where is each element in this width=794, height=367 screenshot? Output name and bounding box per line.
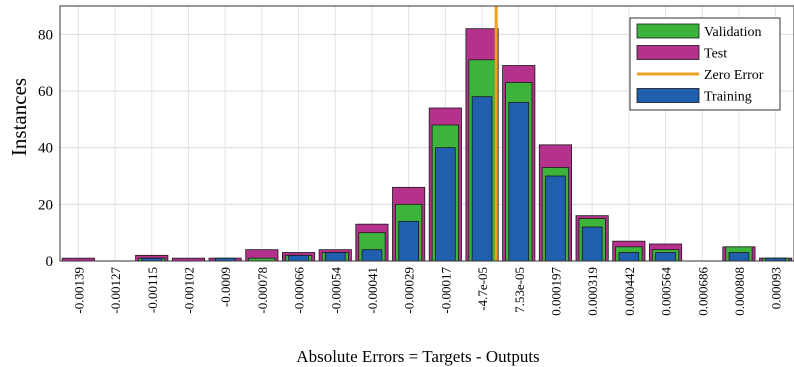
training-bar — [618, 252, 640, 262]
x-tick-label: 0.00093 — [769, 267, 784, 309]
x-tick-label: -0.00017 — [438, 267, 453, 314]
bars — [61, 28, 793, 262]
x-tick-label: 7.53e-05 — [512, 267, 527, 313]
x-tick-label: -4.7e-05 — [475, 267, 490, 311]
y-tick-label: 20 — [38, 197, 53, 213]
training-bar — [288, 254, 309, 262]
x-tick-label: -0.00066 — [292, 267, 307, 314]
x-tick-label: 0.000808 — [732, 267, 747, 316]
training-bar — [655, 252, 676, 262]
y-tick-label: 60 — [38, 84, 53, 100]
x-tick-label: 0.000319 — [585, 267, 600, 316]
training-bar — [508, 101, 530, 262]
training-bar — [545, 175, 566, 262]
legend-label-validation: Validation — [704, 25, 762, 40]
legend-swatch-test — [636, 45, 700, 60]
x-tick-label: 0.000686 — [695, 267, 710, 316]
x-tick-label: -0.00078 — [255, 267, 270, 314]
x-tick-label: -0.00029 — [402, 267, 417, 314]
legend-label-test: Test — [704, 47, 727, 62]
training-bar — [398, 220, 419, 262]
x-tick-label: -0.00139 — [71, 267, 86, 314]
x-tick-label: -0.00127 — [108, 267, 123, 314]
x-tick-label: -0.00054 — [328, 267, 343, 314]
legend-swatch-training — [636, 88, 700, 103]
legend: Validation Test Zero Error Training — [629, 17, 781, 111]
y-tick-label: 40 — [38, 141, 53, 157]
x-tick-label: -0.00041 — [365, 267, 380, 314]
training-bar — [728, 252, 750, 262]
x-tick-label: -0.00102 — [181, 267, 196, 314]
training-bar — [324, 252, 346, 262]
training-bar — [581, 226, 603, 262]
x-axis-label: Absolute Errors = Targets - Outputs — [296, 347, 539, 366]
x-tick-label: -0.0009 — [218, 267, 233, 307]
x-tick-label: 0.000564 — [659, 267, 674, 316]
x-tick-label: 0.000197 — [548, 267, 563, 316]
training-bar — [361, 249, 383, 262]
x-tick-label: -0.00115 — [145, 267, 160, 313]
y-tick-label: 0 — [46, 254, 54, 270]
y-axis-label: Instances — [7, 78, 31, 156]
legend-swatch-validation — [636, 23, 700, 39]
legend-label-zero-error: Zero Error — [704, 68, 764, 83]
y-tick-label: 80 — [38, 27, 53, 43]
plot-frame — [59, 5, 794, 262]
x-tick-label: 0.000442 — [622, 267, 637, 316]
x-tick-labels: -0.00139 -0.00127 -0.00115 -0.00102 -0.0009 -… — [71, 267, 783, 316]
training-bar — [471, 96, 493, 262]
y-tick-labels: 0 20 40 60 80 — [38, 27, 53, 270]
training-bar — [435, 147, 456, 262]
legend-label-training: Training — [704, 90, 752, 105]
